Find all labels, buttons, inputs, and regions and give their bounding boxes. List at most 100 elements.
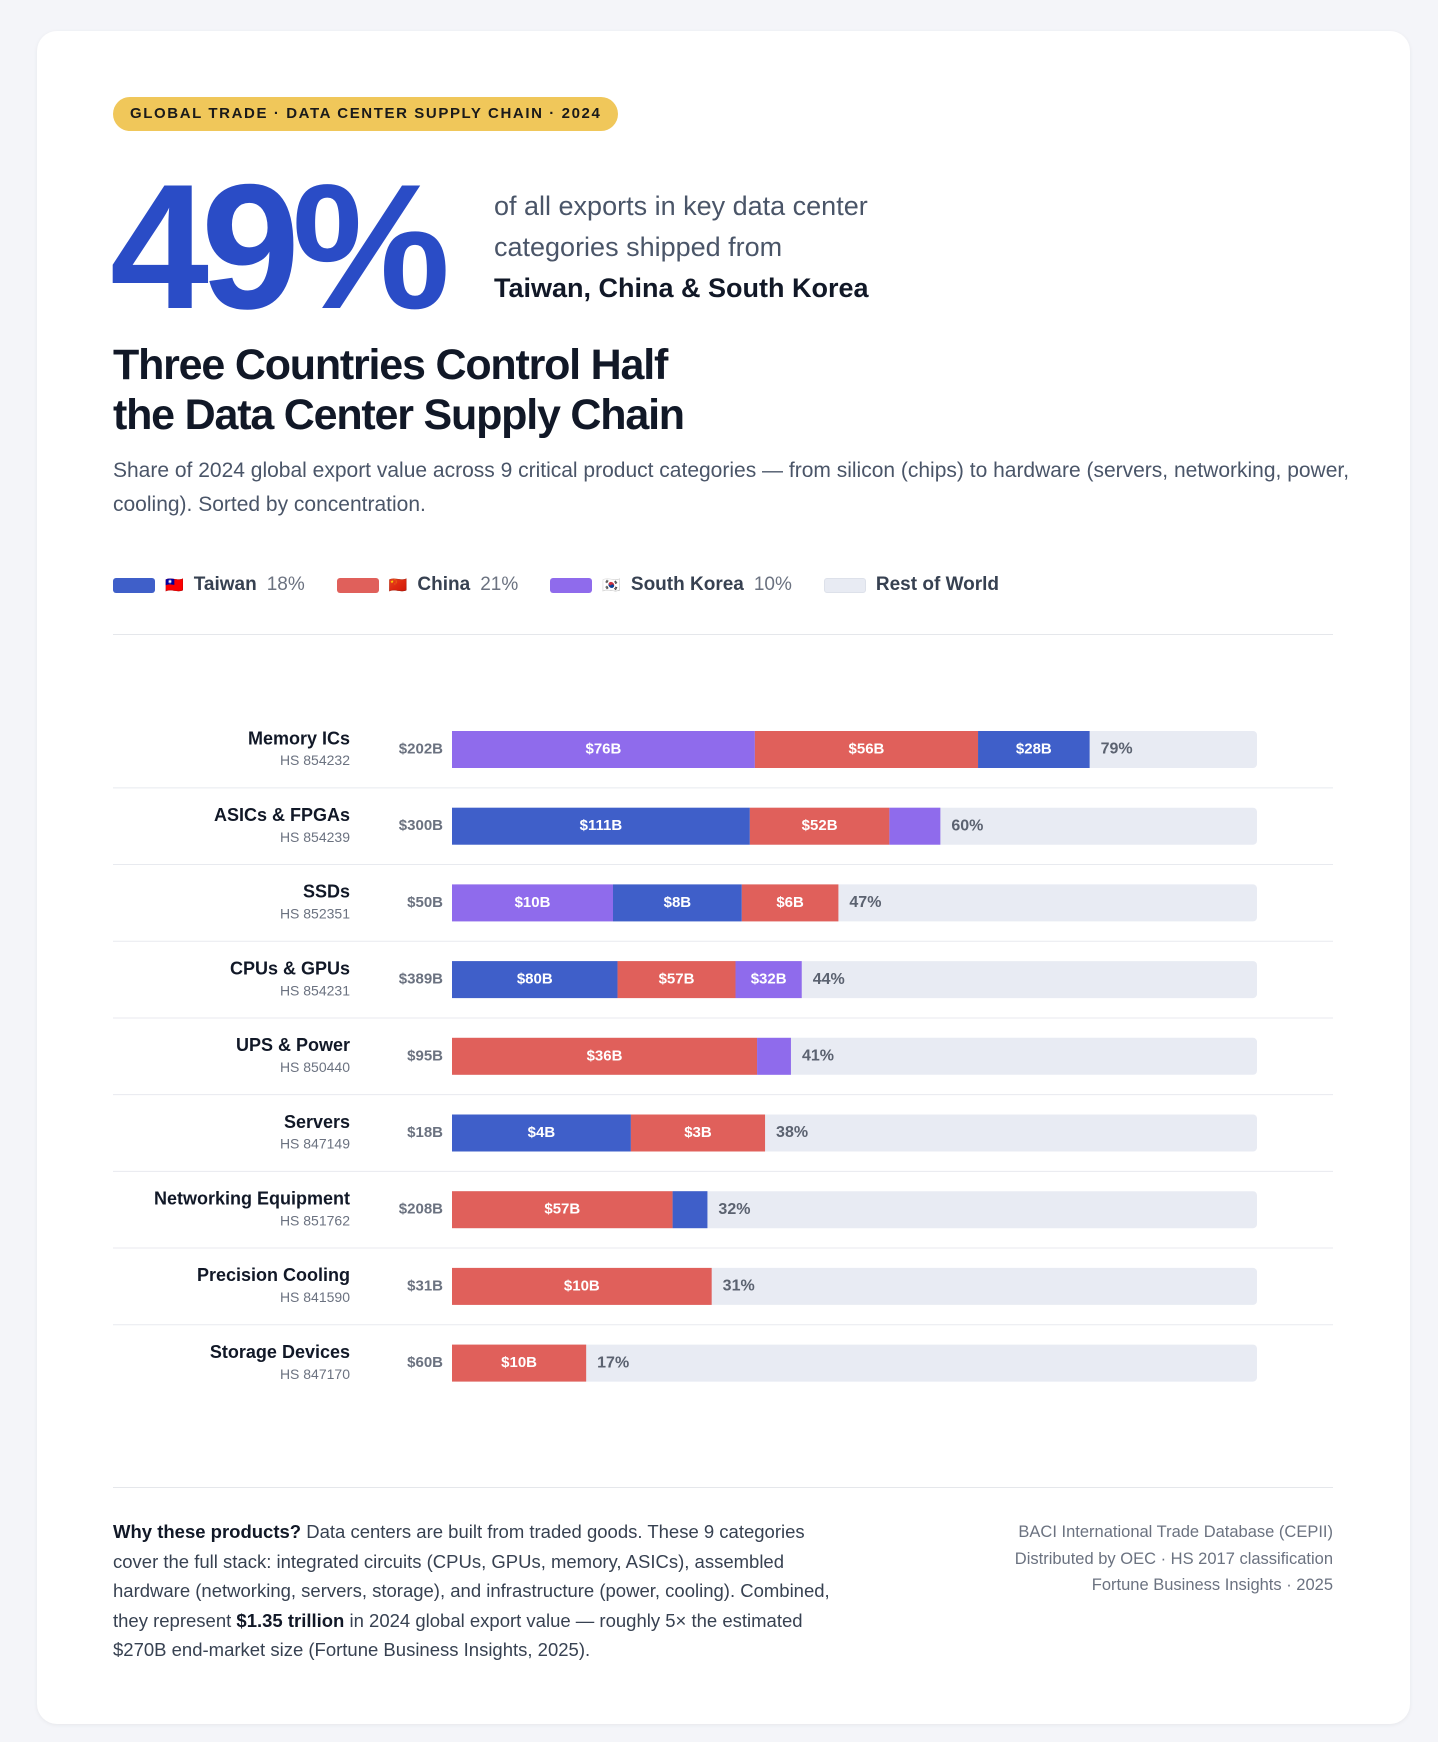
- segment-label: $4B: [528, 1124, 556, 1141]
- badge: GLOBAL TRADE · DATA CENTER SUPPLY CHAIN …: [113, 97, 619, 131]
- bar-segment: [672, 1191, 708, 1229]
- bar-segment: [735, 961, 802, 999]
- category-label: ASICs & FPGAs: [214, 805, 350, 825]
- segment-label: $57B: [659, 971, 695, 988]
- legend-share: 10%: [753, 574, 792, 595]
- category-label: SSDs: [303, 882, 350, 902]
- total-label: $300B: [399, 817, 443, 834]
- segment-label: $3B: [684, 1124, 712, 1141]
- segment-label: $57B: [544, 1201, 580, 1218]
- bar-segment: [452, 1114, 631, 1152]
- total-label: $389B: [399, 971, 443, 988]
- legend-item: 🇹🇼 Taiwan 18%: [113, 574, 305, 596]
- category-code: HS 851762: [280, 1212, 350, 1228]
- bar-segment: [452, 1037, 758, 1075]
- legend-flag: 🇰🇷: [602, 577, 621, 594]
- category-label: Networking Equipment: [154, 1188, 350, 1208]
- bar-segment: [757, 1037, 791, 1075]
- card: [37, 31, 1410, 1724]
- segment-label: $10B: [515, 894, 551, 911]
- segment-label: $111B: [580, 817, 623, 834]
- headline-stat: 49%: [110, 147, 450, 346]
- segment-label: $52B: [802, 817, 838, 834]
- segment-label: $56B: [849, 740, 885, 757]
- note-text: Data centers are built from traded goods…: [113, 1521, 830, 1631]
- share-label: 60%: [951, 817, 983, 834]
- legend-swatch: [336, 577, 379, 593]
- category-label: Precision Cooling: [197, 1265, 350, 1285]
- share-label: 44%: [813, 971, 845, 988]
- segment-label: $10B: [564, 1277, 600, 1294]
- source: Distributed by OEC · HS 2017 classificat…: [1014, 1549, 1333, 1568]
- category-code: HS 852351: [280, 906, 350, 922]
- share-label: 47%: [849, 894, 881, 911]
- segment-label: $10B: [501, 1354, 537, 1371]
- title-line: Three Countries Control Half: [113, 341, 668, 389]
- share-label: 32%: [718, 1201, 750, 1218]
- share-label: 38%: [776, 1124, 808, 1141]
- category-code: HS 854232: [280, 752, 350, 768]
- segment-label: $80B: [517, 971, 553, 988]
- total-label: $60B: [407, 1354, 443, 1371]
- legend-item: 🇨🇳 China 21%: [336, 574, 519, 596]
- category-code: HS 854239: [280, 829, 350, 845]
- bar-segment: [452, 1267, 712, 1305]
- bar-segment: [741, 884, 839, 922]
- legend-name: South Korea: [630, 574, 744, 595]
- bar-total: [452, 1344, 1257, 1382]
- legend-name: Rest of World: [875, 574, 1000, 595]
- divider: [113, 634, 1333, 635]
- bar-segment: [452, 731, 755, 768]
- total-label: $50B: [407, 894, 443, 911]
- bar-segment: [452, 884, 613, 922]
- title: Three Countries Control Half the Data Ce…: [113, 340, 685, 440]
- share-label: 79%: [1101, 741, 1133, 758]
- bar-segment: [452, 961, 618, 999]
- bar-segment: [978, 731, 1090, 768]
- total-label: $95B: [407, 1047, 443, 1064]
- category-code: HS 847149: [280, 1136, 350, 1152]
- category-code: HS 850440: [280, 1059, 350, 1075]
- total-label: $208B: [399, 1201, 443, 1218]
- total-label: $18B: [407, 1124, 443, 1141]
- total-label: $202B: [399, 740, 443, 757]
- bar-segment: [754, 731, 979, 768]
- chart: Memory ICs HS 854232 $202B $76B $56B $28B 79% A…: [113, 728, 1333, 1382]
- legend-swatch: [113, 577, 155, 593]
- title-line: the Data Center Supply Chain: [113, 391, 685, 439]
- bar-segment: [749, 807, 890, 845]
- divider: [113, 1487, 1333, 1488]
- legend-name: Taiwan: [193, 574, 257, 595]
- bar-segment: [617, 961, 736, 999]
- category-label: Storage Devices: [210, 1342, 350, 1362]
- share-label: 41%: [802, 1048, 834, 1065]
- segment-label: $28B: [1016, 740, 1052, 757]
- segment-label: $36B: [587, 1047, 623, 1064]
- legend-swatch: [550, 577, 593, 593]
- category-code: HS 854231: [280, 982, 350, 998]
- bar-segment: [630, 1114, 766, 1152]
- source: Fortune Business Insights · 2025: [1091, 1576, 1333, 1594]
- segment-label: $8B: [664, 894, 692, 911]
- legend-item: Rest of World: [823, 574, 1000, 596]
- category-label: CPUs & GPUs: [230, 958, 350, 978]
- bar-segment: [452, 1191, 673, 1229]
- headline-text: of all exports in key data center catego…: [494, 186, 869, 309]
- legend-share: 18%: [266, 574, 305, 595]
- legend: 🇹🇼 Taiwan 18% 🇨🇳 China 21% 🇰🇷 South Korea 10% Res…: [113, 574, 999, 596]
- segment-label: $32B: [751, 971, 787, 988]
- category-label: Memory ICs: [248, 728, 350, 748]
- legend-name: China: [417, 574, 471, 595]
- sources: BACI International Trade Database (CEPII…: [850, 1519, 1333, 1599]
- segment-label: $76B: [586, 740, 622, 757]
- note: Why these products? Data centers are bui…: [113, 1517, 848, 1665]
- note-text: in 2024 global export value — roughly 5×…: [113, 1609, 803, 1661]
- legend-flag: 🇨🇳: [388, 577, 408, 594]
- note-lead: Why these products?: [113, 1521, 302, 1542]
- legend-swatch: [823, 577, 866, 593]
- legend-share: 21%: [480, 574, 519, 595]
- total-label: $31B: [407, 1277, 443, 1294]
- category-code: HS 847170: [280, 1366, 350, 1382]
- category-code: HS 841590: [280, 1289, 350, 1305]
